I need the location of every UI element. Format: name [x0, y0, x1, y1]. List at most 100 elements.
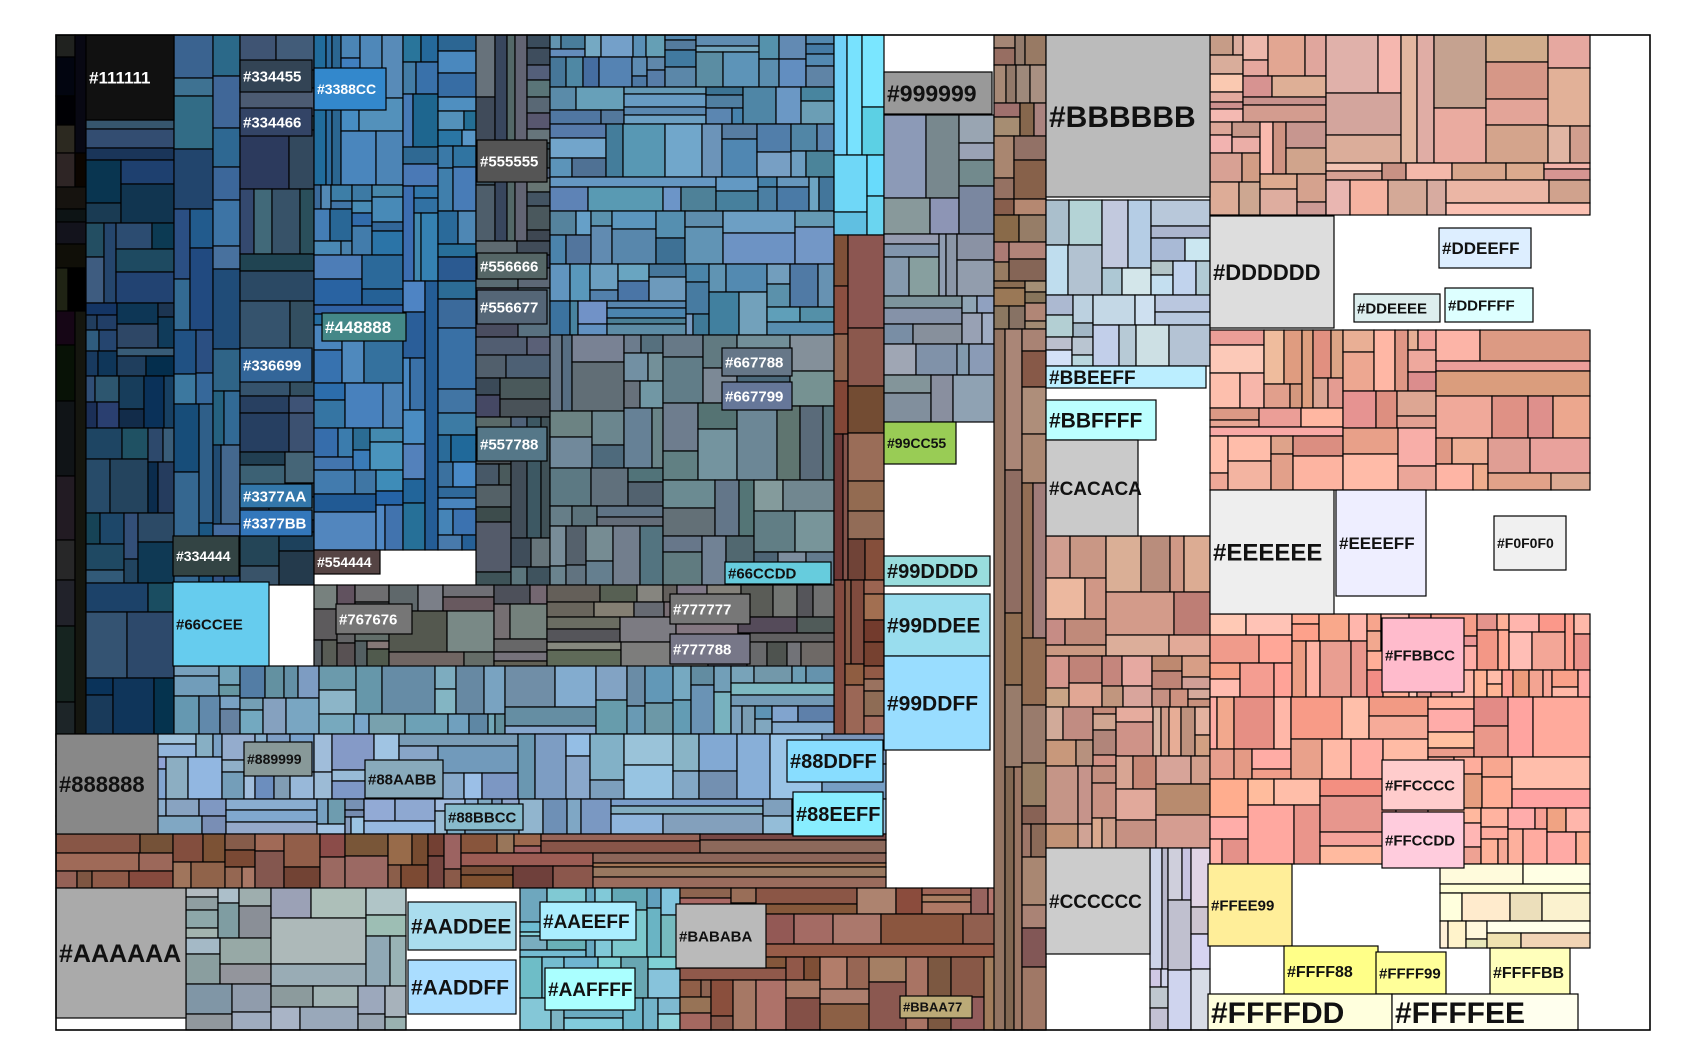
treemap-cell-small [137, 512, 175, 543]
treemap-cell-small [961, 312, 983, 345]
treemap-cell-small [330, 184, 353, 202]
plot-frame [55, 34, 1651, 1031]
treemap-cell-small [238, 905, 272, 939]
treemap-cell-small [327, 798, 346, 825]
treemap-cell-small [571, 334, 625, 363]
treemap-cell-small [85, 159, 122, 204]
treemap-cell-small [1439, 920, 1449, 949]
treemap-cell-small [219, 937, 272, 965]
treemap-cell-small [575, 86, 625, 111]
treemap-cell-small [1366, 650, 1384, 671]
treemap-cell-small [722, 51, 760, 88]
treemap-cell-small [1068, 682, 1103, 708]
treemap-cell: #554444 [313, 549, 381, 575]
treemap-cell-small [589, 733, 625, 781]
treemap-cell-small [844, 684, 865, 736]
treemap-cell-small [1209, 778, 1249, 818]
treemap-cell: #889999 [243, 741, 313, 777]
treemap-cell-small [799, 405, 824, 481]
cell-label: #99CC55 [887, 435, 946, 451]
treemap-cell-small [993, 214, 1020, 243]
treemap-cell-small [606, 300, 687, 309]
treemap-cell-small [1167, 847, 1183, 901]
treemap-cell-small [452, 166, 477, 212]
treemap-cell-small [662, 479, 716, 509]
treemap-cell-small [437, 72, 477, 98]
treemap-cell-small [219, 708, 241, 735]
treemap-cell-small [623, 93, 707, 108]
treemap-cell-small [626, 705, 646, 735]
treemap-cell-small [921, 887, 972, 896]
treemap-cell-small [437, 412, 477, 436]
treemap-cell-small [1194, 706, 1211, 736]
treemap-cell-rect [1045, 439, 1139, 537]
treemap-cell-small [1427, 747, 1475, 758]
treemap-cell-small [313, 208, 331, 242]
treemap-cell-rect [444, 803, 524, 831]
treemap-cell-small [1105, 535, 1142, 593]
treemap-cell-small [103, 222, 117, 304]
treemap-cell-small [212, 444, 222, 525]
treemap-cell-small [97, 350, 118, 377]
treemap-cell-small [685, 313, 694, 336]
treemap-cell-small [239, 697, 264, 711]
treemap-cell: #FFFF99 [1375, 951, 1447, 995]
treemap-cell-small [85, 119, 175, 130]
treemap-cell-small [993, 287, 1026, 307]
treemap-cell-rect [407, 959, 517, 1015]
treemap-cell: #88EEFF [792, 791, 884, 837]
treemap-cell-small [375, 504, 386, 551]
treemap-cell-small [1291, 640, 1307, 698]
treemap-cell-small [1565, 807, 1591, 833]
treemap-cell-small [701, 123, 723, 178]
treemap-cell-small [344, 855, 389, 889]
treemap-cell-small [499, 377, 551, 400]
treemap-cell-small [756, 123, 792, 153]
treemap-cell-small [754, 718, 773, 735]
treemap-cell-small [212, 733, 223, 758]
treemap-cell-small [1167, 899, 1192, 971]
treemap-cell-small [413, 212, 422, 282]
cell-label: #AAEEFF [543, 912, 630, 933]
treemap-cell-small [437, 298, 477, 329]
treemap-cell-small [1004, 684, 1023, 768]
treemap-cell-small [1150, 237, 1186, 262]
treemap-cell-small [958, 114, 995, 144]
treemap-cell-small [85, 458, 111, 514]
treemap-cell-small [672, 665, 692, 701]
treemap-cell: #3377AA [239, 483, 313, 509]
treemap-cell-small [173, 373, 197, 405]
treemap-cell-small [755, 887, 858, 905]
treemap-cell-small [239, 270, 315, 302]
treemap-cell-rect [1438, 227, 1532, 269]
treemap-cell-small [283, 833, 321, 868]
treemap-cell-small [697, 428, 738, 481]
treemap-cell-small [402, 443, 426, 480]
treemap-cell-small [137, 541, 175, 584]
cell-label: #FFFFDD [1211, 997, 1344, 1030]
treemap-cell-small [1067, 244, 1103, 296]
treemap-cell-small [195, 372, 214, 405]
treemap-cell-small [710, 1015, 734, 1031]
treemap-cell-small [1209, 748, 1235, 780]
treemap-cell-small [1209, 152, 1243, 183]
treemap-cell-small [970, 887, 989, 915]
treemap-cell-small [993, 328, 1006, 1031]
treemap-cell-small [647, 956, 681, 970]
treemap-cell-small [1019, 102, 1035, 137]
treemap-cell-small [157, 316, 175, 349]
treemap-cell-small [344, 833, 389, 857]
treemap-cell-small [270, 887, 312, 919]
treemap-cell: #556677 [476, 289, 548, 325]
treemap-cell-small [782, 479, 835, 512]
treemap-cell-small [85, 128, 175, 149]
treemap-cell-small [1187, 688, 1211, 700]
treemap-cell-small [1118, 324, 1137, 367]
treemap-cell-rect [407, 901, 517, 951]
treemap-cell-small [1004, 328, 1023, 471]
treemap-cell-small [402, 93, 414, 148]
treemap-cell-small [437, 461, 454, 488]
treemap-cell-small [993, 102, 1021, 118]
treemap-cell-small [592, 876, 887, 889]
treemap-cell-small [569, 263, 591, 302]
